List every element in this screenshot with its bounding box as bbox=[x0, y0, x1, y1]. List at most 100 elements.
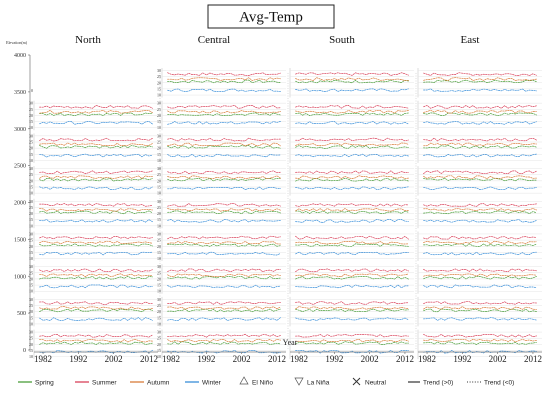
panel-tick-30: 30 bbox=[157, 330, 161, 335]
series-spring bbox=[167, 210, 281, 215]
legend-item-trend-0: Trend (<0) bbox=[467, 379, 514, 386]
year-tick-2002: 2002 bbox=[233, 354, 251, 364]
series-winter bbox=[167, 251, 281, 256]
panel-tick-15: 15 bbox=[29, 315, 33, 320]
series-autumn bbox=[423, 240, 537, 245]
panel-tick-30: 30 bbox=[157, 101, 161, 106]
series-autumn bbox=[39, 240, 153, 245]
series-summer bbox=[39, 334, 153, 338]
elevation-tick-1000: 1000 bbox=[14, 274, 26, 280]
series-spring bbox=[39, 210, 153, 215]
legend-label-summer: Summer bbox=[92, 379, 117, 386]
panel-east-row-1 bbox=[417, 68, 542, 98]
panel-tick-15: 15 bbox=[29, 348, 33, 353]
series-winter bbox=[167, 153, 281, 158]
series-winter bbox=[39, 284, 153, 289]
series-autumn bbox=[295, 240, 409, 245]
series-summer bbox=[39, 170, 153, 175]
panel-tick-20: 20 bbox=[29, 342, 33, 347]
series-winter bbox=[167, 88, 281, 92]
panel-tick-20: 20 bbox=[157, 211, 161, 216]
panel-tick-25: 25 bbox=[157, 336, 161, 341]
series-winter bbox=[39, 317, 153, 321]
series-autumn bbox=[167, 306, 281, 310]
panel-tick-25: 25 bbox=[29, 336, 33, 341]
series-autumn bbox=[39, 306, 153, 310]
legend-label-trend-0: Trend (<0) bbox=[484, 379, 514, 386]
panel-tick-25: 25 bbox=[29, 140, 33, 145]
panel-tick-20: 20 bbox=[157, 178, 161, 183]
panel-tick-10: 10 bbox=[29, 191, 33, 196]
panel-south-row-4 bbox=[289, 166, 414, 196]
series-summer bbox=[39, 301, 153, 305]
panel-tick-25: 25 bbox=[29, 270, 33, 275]
panel-tick-20: 20 bbox=[29, 146, 33, 151]
panel-tick-10: 10 bbox=[157, 125, 161, 130]
series-autumn bbox=[167, 208, 281, 212]
series-summer bbox=[39, 268, 153, 273]
legend: Spring Summer Autumn Winter El Niño La Niña Ne… bbox=[18, 376, 514, 386]
series-winter bbox=[295, 349, 409, 354]
panel-tick-15: 15 bbox=[157, 217, 161, 222]
panel-east-row-6 bbox=[417, 231, 542, 261]
series-spring bbox=[295, 177, 409, 182]
series-spring bbox=[39, 341, 153, 345]
panel-east-row-5 bbox=[417, 198, 542, 229]
panel-east-row-3 bbox=[417, 133, 542, 163]
panel-tick-10: 10 bbox=[157, 223, 161, 228]
series-summer bbox=[39, 203, 153, 207]
series-autumn bbox=[295, 338, 409, 343]
year-tick-2002: 2002 bbox=[361, 354, 379, 364]
panel-tick-15: 15 bbox=[29, 152, 33, 157]
series-spring bbox=[423, 79, 537, 84]
panel-tick-30: 30 bbox=[29, 166, 33, 171]
series-autumn bbox=[39, 175, 153, 180]
legend-label-trend-0: Trend (>0) bbox=[423, 379, 453, 386]
series-spring bbox=[423, 308, 537, 313]
year-tick-1982: 1982 bbox=[290, 354, 308, 364]
series-autumn bbox=[423, 338, 537, 343]
panel-tick-10: 10 bbox=[29, 321, 33, 326]
year-tick-2012: 2012 bbox=[524, 354, 542, 364]
panel-tick-25: 25 bbox=[29, 107, 33, 112]
panel-tick-25: 25 bbox=[29, 238, 33, 243]
series-summer bbox=[423, 333, 537, 338]
series-spring bbox=[423, 341, 537, 345]
series-summer bbox=[167, 333, 281, 338]
series-summer bbox=[295, 105, 409, 109]
panel-tick-10: 10 bbox=[29, 125, 33, 130]
legend-cross-icon bbox=[352, 377, 361, 386]
panel-tick-20: 20 bbox=[29, 211, 33, 216]
panel-tick-20: 20 bbox=[157, 80, 161, 85]
panel-south-row-5 bbox=[289, 198, 414, 229]
panel-tick-25: 25 bbox=[157, 172, 161, 177]
column-title-south: South bbox=[329, 34, 355, 46]
series-summer bbox=[167, 203, 281, 207]
series-spring bbox=[167, 341, 281, 345]
panel-tick-25: 25 bbox=[157, 303, 161, 308]
panel-tick-30: 30 bbox=[29, 330, 33, 335]
series-winter bbox=[423, 121, 537, 125]
series-winter bbox=[423, 284, 537, 289]
year-tick-2002: 2002 bbox=[105, 354, 123, 364]
series-winter bbox=[39, 153, 153, 158]
series-winter bbox=[295, 219, 409, 223]
series-spring bbox=[423, 112, 537, 116]
panel-tick-20: 20 bbox=[157, 342, 161, 347]
panel-tick-10: 10 bbox=[157, 158, 161, 163]
series-autumn bbox=[295, 306, 409, 310]
series-spring bbox=[39, 308, 153, 313]
series-winter bbox=[167, 219, 281, 223]
series-autumn bbox=[167, 273, 281, 278]
panel-tick-10: 10 bbox=[157, 93, 161, 98]
panel-tick-20: 20 bbox=[29, 244, 33, 249]
panel-tick-30: 30 bbox=[29, 264, 33, 269]
panel-tick-10: 10 bbox=[29, 354, 33, 359]
series-winter bbox=[167, 317, 281, 321]
legend-item-el-ni-o: El Niño bbox=[239, 376, 273, 386]
